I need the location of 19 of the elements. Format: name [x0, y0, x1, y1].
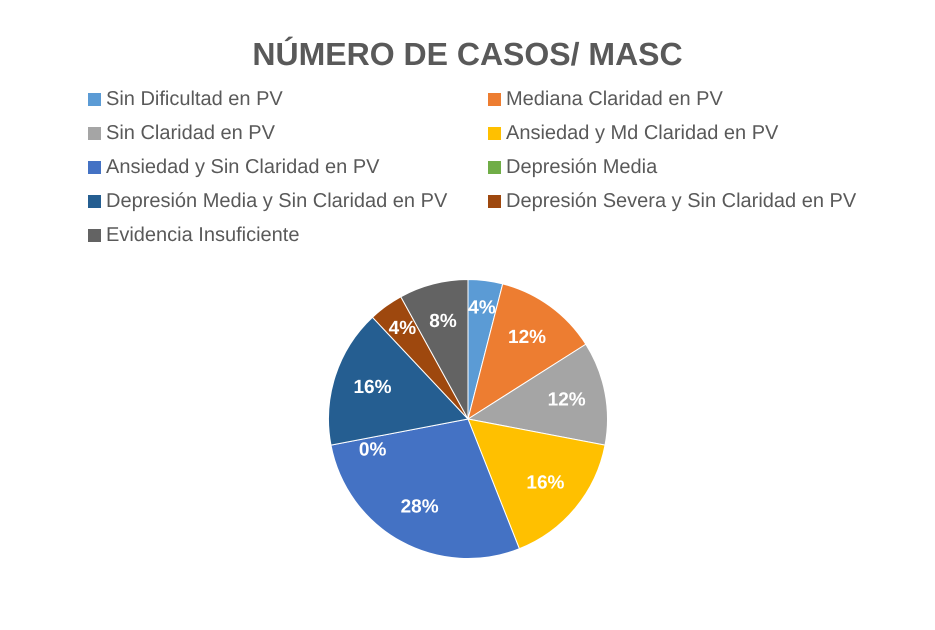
- data-label: 8%: [428, 310, 456, 332]
- legend-label: Depresión Media: [506, 156, 658, 179]
- legend-label: Depresión Media y Sin Claridad en PV: [106, 190, 448, 213]
- text: 0%: [358, 440, 386, 461]
- data-label: 12%: [547, 389, 586, 410]
- data-label: 28%: [400, 496, 438, 518]
- data-label: 16%: [526, 472, 564, 494]
- chart-title: NÚMERO DE CASOS/ MASC: [251, 35, 684, 74]
- data-label: 4%: [388, 318, 416, 339]
- data-label: 12%: [508, 326, 546, 348]
- legend-label: Ansiedad y Sin Claridad en PV: [106, 156, 380, 179]
- legend-label: Ansiedad y Md Claridad en PV: [506, 122, 778, 145]
- legend-label: Evidencia Insuficiente: [106, 224, 300, 247]
- data-label: 4%: [468, 298, 496, 319]
- legend-label: Sin Dificultad en PV: [106, 88, 283, 111]
- data-label: 16%: [352, 377, 392, 398]
- legend-label: Mediana Claridad en PV: [506, 88, 723, 111]
- legend-label: Depresión Severa y Sin Claridad en PV: [506, 190, 856, 213]
- legend-label: Sin Claridad en PV: [106, 122, 275, 145]
